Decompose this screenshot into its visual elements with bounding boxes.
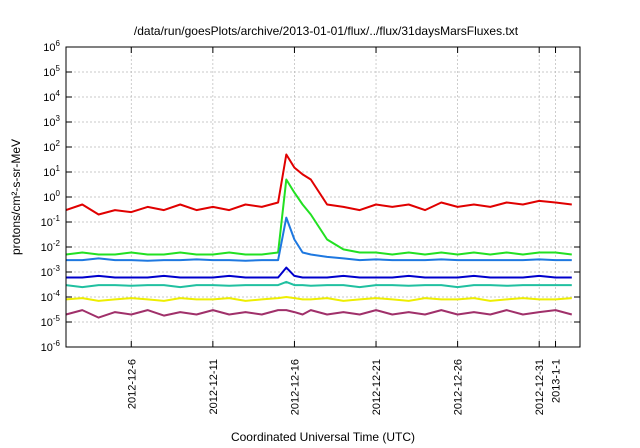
y-tick-label: 102 xyxy=(43,139,60,154)
y-ticks: 10-610-510-410-310-210-11001011021031041… xyxy=(41,39,580,354)
y-tick-label: 104 xyxy=(43,89,60,104)
x-tick-label: 2012-12-11 xyxy=(208,359,220,414)
y-tick-label: 101 xyxy=(43,164,60,179)
y-tick-exponent: 2 xyxy=(56,139,61,148)
y-tick-base: 10 xyxy=(43,92,55,104)
series-line-4 xyxy=(65,280,572,289)
y-tick-exponent: 4 xyxy=(56,89,61,98)
y-tick-exponent: -2 xyxy=(53,239,61,248)
y-tick-base: 10 xyxy=(41,292,53,304)
y-tick-base: 10 xyxy=(43,67,55,79)
series-layer xyxy=(65,153,573,319)
y-tick-label: 10-3 xyxy=(41,264,61,279)
y-tick-label: 103 xyxy=(43,114,60,129)
y-tick-base: 10 xyxy=(43,142,55,154)
x-tick-label: 2012-12-21 xyxy=(371,359,383,415)
y-tick-exponent: -1 xyxy=(53,214,61,223)
y-tick-base: 10 xyxy=(41,267,53,279)
y-tick-label: 10-5 xyxy=(41,314,61,329)
chart-title: /data/run/goesPlots/archive/2013-01-01/f… xyxy=(134,24,519,38)
y-tick-base: 10 xyxy=(43,192,55,204)
x-tick-label: 2012-12-6 xyxy=(126,359,138,409)
y-tick-exponent: -3 xyxy=(53,264,61,273)
y-tick-exponent: -4 xyxy=(53,289,61,298)
series-line-0 xyxy=(65,153,572,216)
y-tick-base: 10 xyxy=(41,317,53,329)
x-tick-label: 2012-12-26 xyxy=(453,359,465,415)
y-tick-base: 10 xyxy=(41,342,53,354)
y-tick-label: 10-6 xyxy=(41,339,61,354)
y-tick-base: 10 xyxy=(43,167,55,179)
y-tick-label: 10-1 xyxy=(41,214,61,229)
y-tick-base: 10 xyxy=(43,117,55,129)
y-tick-exponent: -5 xyxy=(53,314,61,323)
series-line-1 xyxy=(65,178,572,256)
series-line-6 xyxy=(65,309,573,319)
y-tick-label: 106 xyxy=(43,39,60,54)
y-tick-label: 10-4 xyxy=(41,289,61,304)
y-tick-label: 105 xyxy=(43,64,60,79)
x-ticks: 2012-12-6 2012-12-11 2012-12-16 2012-12-21 2… xyxy=(126,47,563,415)
y-tick-exponent: 5 xyxy=(56,64,61,73)
y-tick-exponent: 6 xyxy=(56,39,61,48)
series-line-3 xyxy=(66,266,572,279)
y-axis-label: protons/cm²-s-sr-MeV xyxy=(9,139,23,255)
y-tick-label: 100 xyxy=(43,189,60,204)
x-tick-label: 2013-1-1 xyxy=(551,359,563,403)
series-line-2 xyxy=(66,216,572,262)
y-tick-exponent: -6 xyxy=(53,339,61,348)
y-tick-base: 10 xyxy=(43,42,55,54)
y-tick-base: 10 xyxy=(41,217,53,229)
y-tick-exponent: 0 xyxy=(56,189,61,198)
x-tick-label: 2012-12-31 xyxy=(534,359,546,415)
y-tick-exponent: 3 xyxy=(56,114,61,123)
y-tick-exponent: 1 xyxy=(56,164,61,173)
y-tick-label: 10-2 xyxy=(41,239,61,254)
x-tick-label: 2012-12-16 xyxy=(289,359,301,415)
series-line-5 xyxy=(65,296,572,302)
y-tick-base: 10 xyxy=(41,242,53,254)
x-axis-label: Coordinated Universal Time (UTC) xyxy=(231,430,415,444)
